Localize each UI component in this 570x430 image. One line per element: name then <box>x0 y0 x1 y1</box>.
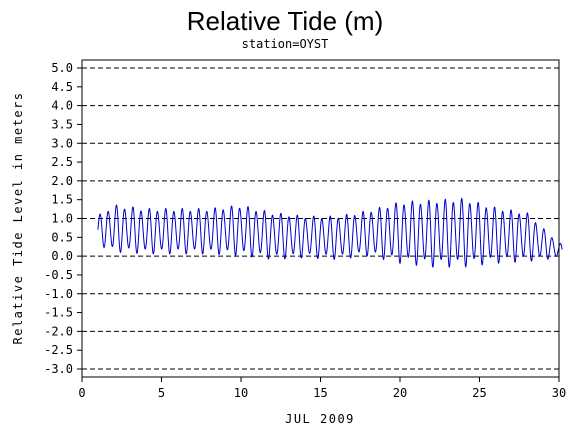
plot-frame <box>81 59 560 378</box>
x-axis-label: JUL 2009 <box>285 412 355 426</box>
x-tick-label: 10 <box>234 386 248 400</box>
y-tick-label: 2.5 <box>51 155 73 169</box>
y-tick-label: -1.5 <box>44 306 73 320</box>
x-tick-label: 15 <box>313 386 327 400</box>
y-tick-label: 1.5 <box>51 193 73 207</box>
series-group <box>97 197 563 268</box>
x-tick-label: 30 <box>552 386 566 400</box>
tide-series-line <box>97 197 563 268</box>
x-tick-label: 20 <box>393 386 407 400</box>
x-tick-label: 5 <box>158 386 165 400</box>
x-axis-ticks: 0 5 10 15 20 25 30 <box>78 377 566 400</box>
y-tick-label: 5.0 <box>51 61 73 75</box>
y-tick-label: 2.0 <box>51 174 73 188</box>
y-tick-label: 0.0 <box>51 249 73 263</box>
x-tick-label: 0 <box>78 386 85 400</box>
chart-title: Relative Tide (m) <box>187 6 384 36</box>
y-tick-label: -2.5 <box>44 343 73 357</box>
y-tick-label: -3.0 <box>44 362 73 376</box>
chart-subtitle: station=OYST <box>242 37 329 51</box>
y-tick-label: 3.0 <box>51 136 73 150</box>
y-tick-label: 3.5 <box>51 117 73 131</box>
y-tick-label: -2.0 <box>44 324 73 338</box>
y-tick-label: 4.0 <box>51 99 73 113</box>
y-axis-ticks: 5.0 4.5 4.0 3.5 3.0 2.5 2.0 1.5 1.0 0.5 0.0 -0.5 -1.… <box>44 61 82 376</box>
y-tick-label: -0.5 <box>44 268 73 282</box>
y-axis-label: Relative Tide Level in meters <box>11 91 25 344</box>
y-tick-label: 0.5 <box>51 230 73 244</box>
y-tick-label: -1.0 <box>44 287 73 301</box>
y-tick-label: 1.0 <box>51 212 73 226</box>
x-tick-label: 25 <box>472 386 486 400</box>
y-tick-label: 4.5 <box>51 80 73 94</box>
